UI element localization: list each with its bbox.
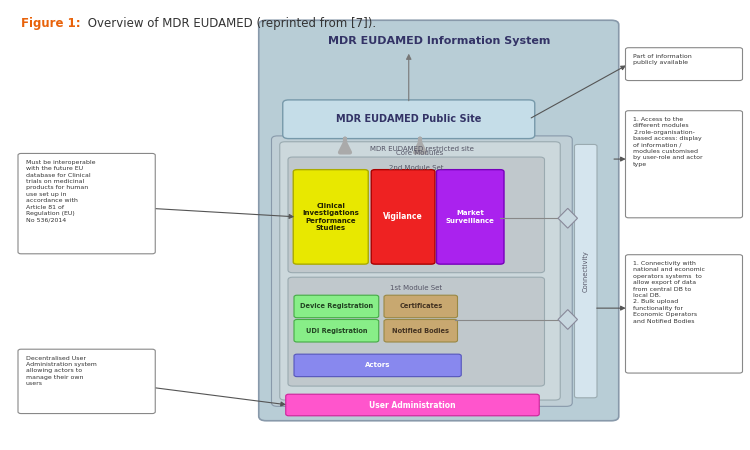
Text: Market
Surveillance: Market Surveillance [446,210,495,224]
FancyBboxPatch shape [384,320,458,342]
FancyBboxPatch shape [294,354,461,377]
Text: 1st Module Set: 1st Module Set [390,285,442,291]
FancyBboxPatch shape [288,157,544,273]
Text: Actors: Actors [365,362,391,369]
FancyBboxPatch shape [283,100,535,139]
FancyBboxPatch shape [288,277,544,386]
Text: Figure 1:: Figure 1: [21,17,81,30]
FancyBboxPatch shape [436,170,504,264]
FancyBboxPatch shape [280,142,560,400]
FancyBboxPatch shape [286,394,539,416]
Text: Vigilance: Vigilance [383,212,423,221]
FancyBboxPatch shape [626,111,742,218]
Text: Device Registration: Device Registration [300,303,373,310]
Text: 2nd Module Set: 2nd Module Set [389,165,443,171]
Text: Decentralised User
Administration system
allowing actors to
manage their own
use: Decentralised User Administration system… [26,356,96,386]
FancyBboxPatch shape [294,295,379,318]
Text: Must be interoperable
with the future EU
database for Clinical
trials on medicin: Must be interoperable with the future EU… [26,160,95,222]
FancyBboxPatch shape [626,48,742,81]
Text: Notified Bodies: Notified Bodies [392,328,449,334]
Text: Connectivity: Connectivity [583,250,589,292]
Text: MDR EUDAMED Public Site: MDR EUDAMED Public Site [336,114,482,124]
FancyBboxPatch shape [294,320,379,342]
Text: MDR EUDAMED restricted site: MDR EUDAMED restricted site [370,146,474,152]
FancyBboxPatch shape [574,144,597,398]
FancyBboxPatch shape [626,255,742,373]
Text: Overview of MDR EUDAMED (reprinted from [7]).: Overview of MDR EUDAMED (reprinted from … [84,17,376,30]
Text: MDR EUDAMED Information System: MDR EUDAMED Information System [328,36,550,46]
Polygon shape [558,310,578,329]
Text: Core Modules: Core Modules [397,150,444,156]
Text: 1. Access to the
different modules
2.role-organisation-
based access: display
of: 1. Access to the different modules 2.rol… [633,117,703,167]
Text: UDI Registration: UDI Registration [306,328,368,334]
FancyBboxPatch shape [18,153,155,254]
FancyBboxPatch shape [371,170,435,264]
FancyBboxPatch shape [384,295,458,318]
Text: Part of information
publicly available: Part of information publicly available [633,54,692,65]
Text: 1. Connectivity with
national and economic
operators systems  to
allow export of: 1. Connectivity with national and econom… [633,261,705,324]
Text: Certificates: Certificates [399,303,442,310]
FancyBboxPatch shape [293,170,368,264]
Polygon shape [558,208,578,228]
FancyBboxPatch shape [259,20,619,421]
FancyBboxPatch shape [272,136,572,406]
Text: Clinical
Investigations
Performance
Studies: Clinical Investigations Performance Stud… [302,202,359,231]
FancyBboxPatch shape [18,349,155,414]
Text: User Administration: User Administration [369,400,456,410]
